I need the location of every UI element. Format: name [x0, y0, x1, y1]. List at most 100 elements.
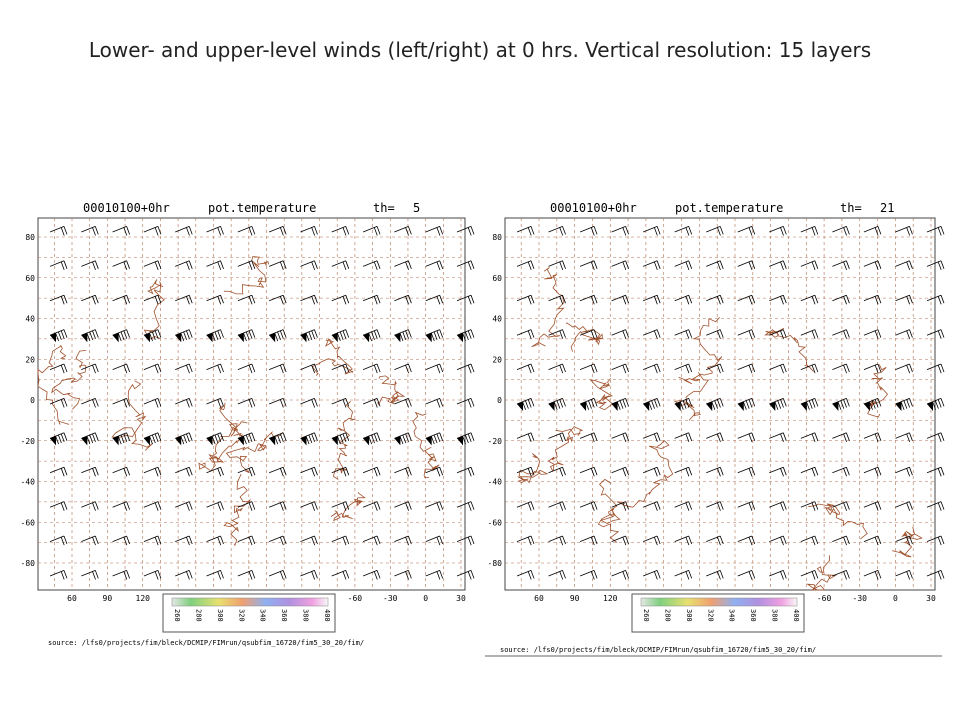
- map-panel: 00010100+0hr pot.temperature th= 5 80 60 40 20 0…: [21, 201, 475, 647]
- wind-barb: [737, 226, 756, 236]
- wind-barb: [331, 329, 350, 342]
- wind-barb: [81, 570, 99, 580]
- wind-barb: [206, 329, 224, 342]
- wind-barb: [800, 570, 819, 580]
- coastline: [891, 526, 923, 558]
- wind-barb: [394, 432, 412, 445]
- wind-barb: [895, 398, 913, 410]
- wind-barb: [237, 398, 256, 408]
- wind-barb: [611, 226, 629, 236]
- wind-barb: [49, 535, 68, 546]
- wind-barb: [143, 294, 162, 305]
- wind-barb: [800, 363, 819, 374]
- wind-barb: [331, 570, 350, 580]
- wind-barb: [112, 570, 130, 580]
- lat-label: -60: [21, 518, 36, 527]
- lat-label: 60: [492, 274, 502, 283]
- wind-barb: [674, 363, 693, 374]
- wind-barb: [49, 570, 68, 580]
- wind-barb: [800, 329, 819, 339]
- lon-label: -60: [817, 594, 832, 603]
- wind-barb: [611, 398, 629, 410]
- wind-barb: [895, 260, 913, 271]
- map-frame: [504, 217, 936, 591]
- wind-barb: [331, 501, 350, 511]
- slide-title: Lower- and upper-level winds (left/right…: [88, 38, 872, 62]
- wind-barb: [737, 501, 756, 511]
- lat-label: -20: [21, 437, 36, 446]
- wind-barb: [926, 432, 945, 443]
- wind-barb-flag: [363, 436, 370, 446]
- level-label: th=: [840, 201, 862, 215]
- colorbar-label: 280: [663, 609, 671, 622]
- wind-barb: [926, 260, 945, 271]
- wind-barb: [237, 501, 256, 511]
- wind-barb: [832, 226, 850, 236]
- wind-barb: [112, 535, 130, 546]
- wind-barb: [832, 398, 850, 410]
- wind-barb: [175, 363, 193, 374]
- wind-barb: [425, 432, 444, 445]
- wind-barb: [895, 226, 913, 236]
- coastline: [863, 364, 889, 418]
- wind-barb: [456, 535, 475, 546]
- wind-barb: [300, 398, 318, 408]
- wind-barb: [769, 501, 787, 511]
- wind-barb: [643, 466, 661, 477]
- wind-barb: [175, 570, 193, 580]
- wind-barb: [394, 363, 412, 374]
- wind-barb: [926, 398, 945, 410]
- wind-barb-flag: [394, 332, 401, 343]
- wind-barb: [800, 294, 819, 305]
- wind-barb: [112, 294, 130, 305]
- lon-label: -30: [853, 594, 868, 603]
- lat-label: -20: [488, 437, 503, 446]
- wind-barb: [737, 432, 756, 443]
- lon-label: 30: [456, 594, 466, 603]
- lon-label: -30: [383, 594, 398, 603]
- coastline: [377, 375, 406, 406]
- wind-barb: [425, 329, 444, 342]
- colorbar: [171, 597, 329, 607]
- colorbar-label: 340: [728, 609, 736, 622]
- wind-barb: [425, 535, 444, 546]
- wind-barb: [362, 226, 381, 236]
- wind-barb: [895, 535, 913, 546]
- wind-barb: [269, 294, 287, 305]
- wind-barb: [269, 535, 287, 546]
- wind-barb: [425, 260, 444, 271]
- wind-barb: [832, 535, 850, 546]
- wind-barb: [331, 398, 350, 408]
- wind-barb: [737, 294, 756, 305]
- wind-barb: [643, 501, 661, 511]
- wind-barb-flag: [331, 436, 338, 446]
- wind-barb: [143, 363, 162, 374]
- lat-label: 40: [492, 315, 502, 324]
- wind-barb: [206, 294, 224, 305]
- wind-barb-flag: [517, 401, 523, 411]
- wind-barb-flag: [112, 332, 119, 343]
- wind-barb: [926, 570, 945, 580]
- lon-label: 60: [67, 594, 77, 603]
- lat-label: -40: [488, 478, 503, 487]
- wind-barb: [516, 329, 535, 339]
- wind-barb: [456, 226, 475, 236]
- wind-barb: [206, 363, 224, 374]
- coastline: [330, 492, 366, 522]
- source-note: source: /lfs0/projects/fim/bleck/DCMIP/F…: [500, 646, 816, 654]
- coastline: [566, 322, 603, 352]
- level-value: 5: [413, 201, 420, 215]
- wind-barb-flag: [927, 401, 933, 411]
- wind-barb: [611, 432, 629, 443]
- wind-barb: [706, 260, 724, 271]
- wind-barb: [863, 363, 882, 374]
- wind-barb: [456, 432, 475, 445]
- coastline: [311, 338, 354, 376]
- coastline: [547, 426, 583, 472]
- wind-barb: [300, 329, 318, 342]
- coastline: [516, 453, 549, 484]
- wind-barb: [394, 535, 412, 546]
- wind-barb: [643, 329, 661, 339]
- wind-barb: [895, 501, 913, 511]
